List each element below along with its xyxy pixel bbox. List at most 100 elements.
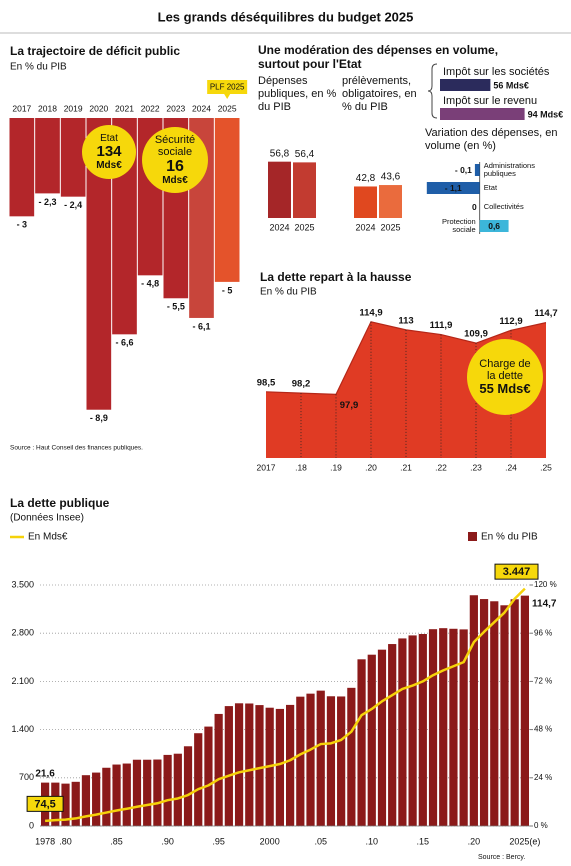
bar	[214, 118, 240, 282]
bar	[132, 759, 142, 826]
bar	[377, 649, 387, 826]
x-tick-label: .80	[59, 836, 72, 846]
callout-circle	[142, 127, 208, 193]
bar	[102, 767, 111, 826]
chart-subtitle: En % du PIB	[260, 287, 317, 298]
x-tick-label: 2022	[141, 103, 160, 113]
x-tick-label: 2020	[89, 103, 108, 113]
value-label: - 2,3	[38, 197, 56, 207]
bar	[275, 708, 284, 826]
x-tick-label: .23	[470, 462, 482, 472]
y-tick-label: 700	[19, 772, 34, 782]
value-label: 98,5	[257, 377, 276, 388]
bar	[326, 696, 336, 826]
bar	[426, 182, 480, 194]
value-label: 0,6	[488, 221, 500, 231]
callout-label: PLF 2025	[210, 83, 245, 92]
x-tick-label: 2025	[218, 103, 237, 113]
value-label: 111,9	[430, 320, 453, 331]
bar	[418, 634, 427, 826]
callout-bubble	[207, 80, 248, 99]
x-tick-label: 2024	[269, 222, 289, 232]
bar	[479, 599, 489, 826]
bar	[245, 703, 254, 826]
bar	[214, 713, 223, 826]
y-tick-label: 0	[29, 820, 34, 830]
value-label: 109,9	[464, 329, 488, 340]
bar	[398, 638, 407, 826]
bar	[35, 118, 60, 194]
x-tick-label: .95	[212, 836, 225, 846]
bar	[520, 595, 529, 826]
value-label: - 6,6	[115, 338, 133, 348]
bar	[510, 599, 519, 826]
x-tick-label: 2024	[355, 222, 375, 232]
x-tick-label: 2017	[12, 103, 31, 113]
x-tick-label: 2000	[260, 836, 280, 846]
legend-label: En % du PIB	[481, 532, 538, 543]
bar	[81, 775, 91, 826]
bracket	[427, 63, 438, 119]
x-tick-label: 2025	[294, 222, 314, 232]
bar	[357, 659, 366, 826]
x-tick-label: .21	[400, 462, 412, 472]
bar	[9, 118, 35, 217]
legend-swatch	[468, 532, 477, 541]
bar	[293, 162, 316, 218]
x-tick-label: .10	[366, 836, 379, 846]
value-label: 113	[398, 315, 413, 326]
x-tick-label: .85	[110, 836, 123, 846]
value-label: 21,6	[35, 768, 55, 779]
value-label: 56 Mds€	[493, 80, 529, 90]
label-box	[494, 563, 539, 580]
value-label: - 2,4	[64, 200, 82, 210]
x-tick-label: 2021	[115, 103, 134, 113]
bar	[204, 726, 213, 826]
bar	[306, 693, 315, 826]
value-label: 112,9	[499, 316, 522, 327]
bar	[490, 601, 499, 826]
legend-label: En Mds€	[28, 532, 68, 543]
y2-tick-label: 48 %	[534, 725, 552, 734]
value-label: - 6,1	[192, 321, 210, 331]
bar	[354, 186, 377, 218]
bar	[440, 79, 491, 91]
value-label: 0	[472, 202, 477, 212]
category-label: Impôt sur le revenu	[443, 95, 537, 107]
value-label: - 3	[17, 220, 28, 230]
x-tick-label: .25	[540, 462, 552, 472]
value-label: 56,4	[295, 149, 315, 160]
x-tick-label: 2025(e)	[509, 836, 540, 846]
x-tick-label: .05	[314, 836, 327, 846]
y-tick-label: 3.500	[11, 579, 34, 589]
bar	[60, 118, 86, 197]
source-note: Source : Haut Conseil des finances publi…	[10, 445, 143, 452]
page-title: Les grands déséquilibres du budget 2025	[158, 9, 414, 24]
bar	[440, 108, 525, 120]
bar	[61, 783, 70, 826]
y2-tick-label: 0 %	[534, 821, 548, 830]
bar	[71, 781, 80, 826]
bar	[268, 161, 291, 218]
bar	[234, 703, 244, 826]
y-tick-label: 1.400	[11, 724, 34, 734]
x-tick-label: 2018	[38, 103, 57, 113]
chart-title: La trajectoire de déficit public	[10, 44, 180, 58]
bar	[183, 746, 193, 826]
bar	[469, 595, 478, 826]
x-tick-label: .90	[161, 836, 174, 846]
y2-tick-label: 96 %	[534, 628, 552, 637]
chart-title: La dette repart à la hausse	[260, 270, 412, 284]
y2-tick-label: 72 %	[534, 677, 552, 686]
x-tick-label: 2025	[380, 222, 400, 232]
value-label: - 4,8	[141, 279, 159, 289]
value-label: - 5	[222, 285, 233, 295]
bar	[408, 635, 417, 826]
bar	[255, 705, 264, 826]
y2-tick-label: 24 %	[534, 773, 552, 782]
x-tick-label: .18	[295, 462, 307, 472]
y-tick-label: 2.100	[11, 676, 34, 686]
bar	[474, 164, 480, 176]
